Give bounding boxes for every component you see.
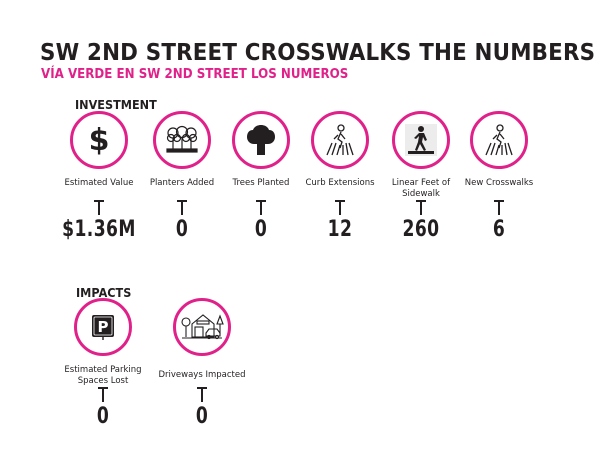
stat-value: 260 [402,217,440,242]
stat-label: Estimated Parking Spaces Lost [64,365,142,386]
icon-circle [392,111,450,169]
investment-heading: INVESTMENT [75,97,157,112]
crosswalk-pedestrian-icon [326,124,354,156]
stat-linear-feet-sidewalk: Linear Feet of Sidewalk 260 [373,111,469,242]
stat-value: 0 [96,404,110,429]
connector-tee [197,387,207,402]
icon-circle [232,111,290,169]
house-driveway-icon [181,314,224,340]
stat-label: Curb Extensions [305,178,375,188]
stat-value: 6 [492,217,506,242]
crosswalk-pedestrian-icon [485,124,513,156]
stat-label: Driveways Impacted [158,370,246,380]
stat-label: Trees Planted [232,178,290,188]
stat-label: Linear Feet of Sidewalk [391,178,451,199]
stat-new-crosswalks: New Crosswalks 6 [451,111,547,242]
stat-value: 0 [254,217,268,242]
icon-circle [153,111,211,169]
stat-value: 0 [195,404,209,429]
connector-tee [416,200,426,215]
svg-text:P: P [98,318,109,336]
connector-tee [177,200,187,215]
stat-trees-planted: Trees Planted 0 [213,111,309,242]
impacts-heading: IMPACTS [76,285,132,300]
connector-tee [98,387,108,402]
tree-icon [247,125,275,155]
stat-value: $1.36M [62,217,136,242]
icon-circle [173,298,231,356]
stat-label: New Crosswalks [464,178,534,188]
stat-value: 12 [327,217,353,242]
connector-tee [335,200,345,215]
icon-circle [311,111,369,169]
connector-tee [94,200,104,215]
walking-pedestrian-icon [405,124,437,156]
icon-circle: $ [70,111,128,169]
page-subtitle: VÍA VERDE EN SW 2ND STREET LOS NUMEROS [41,66,349,82]
stat-value: 0 [175,217,189,242]
stat-label: Planters Added [149,178,215,188]
stat-curb-extensions: Curb Extensions 12 [292,111,388,242]
connector-tee [494,200,504,215]
page-title: SW 2ND STREET CROSSWALKS THE NUMBERS [40,40,596,66]
parking-sign-icon: P [92,315,114,340]
icon-circle: P [74,298,132,356]
connector-tee [256,200,266,215]
stat-label: Estimated Value [64,178,134,188]
stat-planters-added: Planters Added 0 [134,111,230,242]
dollar-icon: $ [88,122,110,158]
stat-parking-spaces-lost: P Estimated Parking Spaces Lost 0 [55,298,151,429]
stat-estimated-value: $ Estimated Value $1.36M [51,111,147,242]
stat-driveways-impacted: Driveways Impacted 0 [154,298,250,429]
icon-circle [470,111,528,169]
planters-icon [166,125,198,153]
